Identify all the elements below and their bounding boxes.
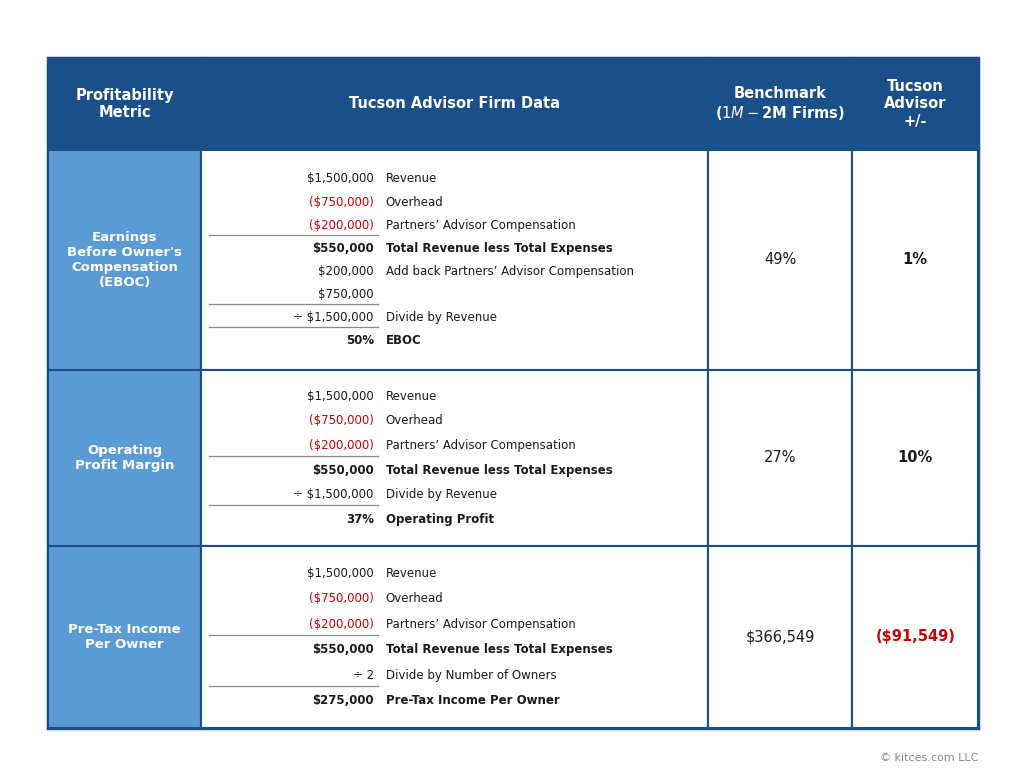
Text: Operating Profit: Operating Profit: [386, 513, 494, 526]
Text: ($750,000): ($750,000): [309, 196, 374, 209]
Text: Overhead: Overhead: [386, 414, 443, 428]
Bar: [709, 150, 852, 370]
Text: $275,000: $275,000: [312, 694, 374, 707]
Text: Total Revenue less Total Expenses: Total Revenue less Total Expenses: [386, 643, 612, 656]
Text: Total Revenue less Total Expenses: Total Revenue less Total Expenses: [386, 464, 612, 477]
Text: ÷ $1,500,000: ÷ $1,500,000: [294, 488, 374, 501]
Text: $550,000: $550,000: [312, 464, 374, 477]
Text: 49%: 49%: [764, 252, 797, 267]
Text: $1,500,000: $1,500,000: [307, 566, 374, 580]
Text: Revenue: Revenue: [386, 390, 437, 403]
Bar: [852, 150, 978, 370]
Text: Operating
Profit Margin: Operating Profit Margin: [75, 444, 174, 472]
Text: Pre-Tax Income Per Owner: Pre-Tax Income Per Owner: [386, 694, 559, 707]
Text: ($200,000): ($200,000): [309, 618, 374, 631]
Text: EBOC: EBOC: [386, 334, 422, 347]
Bar: [48, 546, 202, 728]
Bar: [202, 546, 709, 728]
Text: ($750,000): ($750,000): [309, 414, 374, 428]
Text: ($750,000): ($750,000): [309, 592, 374, 605]
Text: Partners’ Advisor Compensation: Partners’ Advisor Compensation: [386, 439, 575, 452]
Text: $550,000: $550,000: [312, 643, 374, 656]
Text: ($200,000): ($200,000): [309, 219, 374, 231]
Bar: [48, 370, 202, 546]
Bar: [202, 370, 709, 546]
Bar: [709, 546, 852, 728]
Bar: [852, 58, 978, 150]
Text: Tucson Advisor Firm Data: Tucson Advisor Firm Data: [349, 97, 560, 111]
Bar: [852, 546, 978, 728]
Bar: [709, 370, 852, 546]
Text: 1%: 1%: [903, 252, 928, 267]
Text: 10%: 10%: [898, 450, 933, 465]
Text: Add back Partners’ Advisor Compensation: Add back Partners’ Advisor Compensation: [386, 265, 634, 278]
Text: Pre-Tax Income
Per Owner: Pre-Tax Income Per Owner: [69, 623, 181, 651]
Text: Benchmark
($1M - $2M Firms): Benchmark ($1M - $2M Firms): [716, 86, 846, 122]
Text: Total Revenue less Total Expenses: Total Revenue less Total Expenses: [386, 241, 612, 255]
Text: © kitces.com LLC: © kitces.com LLC: [880, 753, 978, 763]
Text: ($200,000): ($200,000): [309, 439, 374, 452]
Text: Overhead: Overhead: [386, 196, 443, 209]
Bar: [48, 58, 202, 150]
Text: $750,000: $750,000: [318, 288, 374, 301]
Text: Revenue: Revenue: [386, 172, 437, 185]
Text: Partners’ Advisor Compensation: Partners’ Advisor Compensation: [386, 618, 575, 631]
Text: 50%: 50%: [346, 334, 374, 347]
Text: Divide by Revenue: Divide by Revenue: [386, 488, 497, 501]
Text: Earnings
Before Owner's
Compensation
(EBOC): Earnings Before Owner's Compensation (EB…: [68, 231, 182, 289]
Bar: [202, 58, 709, 150]
Bar: [48, 150, 202, 370]
Text: $550,000: $550,000: [312, 241, 374, 255]
Text: Partners’ Advisor Compensation: Partners’ Advisor Compensation: [386, 219, 575, 231]
Text: $200,000: $200,000: [318, 265, 374, 278]
Text: 27%: 27%: [764, 450, 797, 465]
Text: Profitability
Metric: Profitability Metric: [76, 88, 174, 120]
Text: Revenue: Revenue: [386, 566, 437, 580]
Text: $1,500,000: $1,500,000: [307, 172, 374, 185]
Bar: [202, 150, 709, 370]
Text: ÷ $1,500,000: ÷ $1,500,000: [294, 311, 374, 324]
Text: ÷ 2: ÷ 2: [352, 668, 374, 682]
Text: $1,500,000: $1,500,000: [307, 390, 374, 403]
Bar: [709, 58, 852, 150]
Text: Tucson
Advisor
+/-: Tucson Advisor +/-: [884, 79, 946, 129]
Text: $366,549: $366,549: [745, 629, 815, 644]
Bar: [852, 370, 978, 546]
Text: Divide by Revenue: Divide by Revenue: [386, 311, 497, 324]
Text: 37%: 37%: [346, 513, 374, 526]
Bar: [48, 58, 978, 728]
Text: ($91,549): ($91,549): [876, 629, 955, 644]
Text: Divide by Number of Owners: Divide by Number of Owners: [386, 668, 556, 682]
Text: Overhead: Overhead: [386, 592, 443, 605]
